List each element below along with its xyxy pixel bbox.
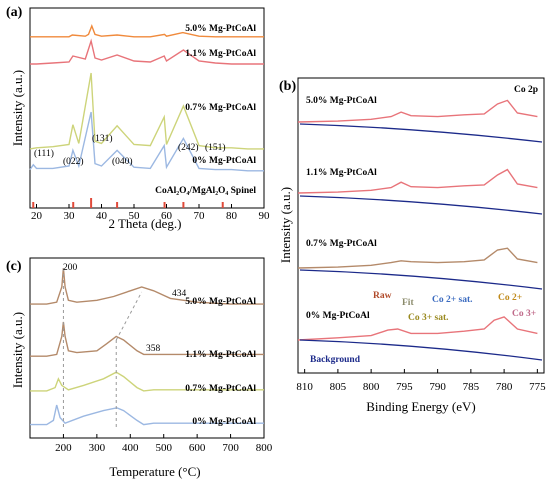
a-lines-series-line-2 [29, 72, 264, 150]
panel-a-series-label-3: 0% Mg-PtCoAl [192, 156, 256, 166]
panel-a-series-label-0: 5.0% Mg-PtCoAl [185, 24, 256, 34]
panel-b-xtick-label-0: 810 [296, 381, 313, 393]
panel-a-series-label-2: 0.7% Mg-PtCoAl [185, 103, 256, 113]
panel-b-series-group [297, 99, 543, 361]
peak-label-242: (242) [178, 142, 199, 153]
panel-a-x-ticks: 20 30 40 50 60 70 80 90 [31, 204, 270, 222]
panel-c-xtick-label-6: 800 [256, 442, 273, 454]
panel-b-series-label-1: 1.1% Mg-PtCoAl [306, 168, 377, 178]
panel-c-frame [29, 257, 265, 439]
panel-c-xtick-label-5: 700 [222, 442, 239, 454]
peak-label-200: 200 [63, 263, 78, 273]
panel-b-xtick-label-2: 800 [363, 381, 380, 393]
panel-b-xtick-label-3: 795 [396, 381, 413, 393]
panel-b-frame [297, 77, 545, 374]
panel-a-ylabel: Intensity (a.u.) [10, 70, 25, 146]
a-lines-series-line-1 [30, 38, 264, 65]
peak-label-151: (151) [205, 142, 226, 153]
panel-a-xtick-label-1: 30 [64, 210, 76, 222]
panel-c-x-ticks: 200 300 400 500 600 700 800 [55, 434, 273, 454]
annotation-co2-sat: Co 2+ sat. [432, 295, 473, 305]
a-lines-series-line-3 [29, 111, 264, 172]
panel-b: (b) Co 2p 810 805 800 795 790 785 780 775 Bindi… [278, 77, 546, 414]
background-line-0 [299, 123, 543, 143]
panel-c-xlabel: Temperature (°C) [109, 464, 200, 479]
background-line-3 [299, 339, 543, 361]
panel-c-series-label-3: 0% Mg-PtCoAl [192, 417, 256, 427]
b-lines-series-line-3 [297, 316, 538, 341]
peak-label-022: (022) [63, 156, 84, 167]
panel-a-xtick-label-5: 70 [194, 210, 206, 222]
panel-a-series-group [29, 24, 264, 172]
panel-a-series-label-1: 1.1% Mg-PtCoAl [185, 49, 256, 59]
annotation-co3-sat: Co 3+ sat. [408, 313, 449, 323]
b-lines-series-line-0 [297, 99, 538, 123]
panel-a-frame [29, 7, 265, 209]
panel-a: (a) 20 30 40 50 60 70 80 90 2 Theta (deg.) Inte… [6, 5, 270, 231]
background-line-2 [299, 269, 543, 290]
annotation-background: Background [310, 355, 361, 365]
panel-b-xtick-label-4: 790 [429, 381, 446, 393]
panel-c-xtick-label-1: 300 [89, 442, 106, 454]
panel-b-series-label-2: 0.7% Mg-PtCoAl [306, 239, 377, 249]
panel-a-xtick-label-6: 80 [226, 210, 238, 222]
panel-b-xlabel: Binding Energy (eV) [366, 399, 476, 414]
background-line-1 [299, 195, 543, 215]
panel-a-xtick-label-4: 60 [161, 210, 173, 222]
peak-label-358: 358 [146, 344, 161, 354]
panel-c: (c) 200 300 400 500 600 700 800 Temperature (°… [6, 257, 273, 479]
panel-a-xlabel: 2 Theta (deg.) [108, 216, 181, 231]
annotation-co2: Co 2+ [498, 293, 522, 303]
panel-b-xtick-label-5: 785 [463, 381, 480, 393]
panel-b-series-label-0: 5.0% Mg-PtCoAl [306, 96, 377, 106]
panel-c-series-label-0: 5.0% Mg-PtCoAl [185, 297, 256, 307]
panel-b-xtick-label-6: 780 [496, 381, 513, 393]
panel-c-series-group [30, 267, 264, 430]
c-lines-series-line-0 [30, 267, 264, 305]
panel-b-corner-label: Co 2p [514, 85, 538, 95]
panel-c-guide-434 [115, 291, 143, 341]
c-lines-series-line-2 [30, 371, 264, 392]
panel-b-label: (b) [279, 79, 296, 94]
a-lines-series-line-0 [30, 24, 264, 38]
panel-a-label: (a) [6, 5, 23, 20]
panel-c-xtick-label-2: 400 [122, 442, 139, 454]
c-lines-series-line-1 [30, 321, 264, 357]
panel-c-xtick-label-4: 600 [189, 442, 206, 454]
peak-label-111: (111) [34, 148, 54, 159]
b-lines-series-line-1 [297, 168, 538, 194]
panel-c-xtick-label-3: 500 [155, 442, 172, 454]
panel-a-xtick-label-2: 40 [96, 210, 108, 222]
panel-b-xtick-label-7: 775 [529, 381, 546, 393]
peak-label-131: (131) [92, 133, 113, 144]
panel-c-label: (c) [6, 259, 22, 274]
annotation-fit: Fit [402, 298, 414, 308]
panel-b-series-label-3: 0% Mg-PtCoAl [306, 311, 370, 321]
peak-label-434: 434 [172, 289, 187, 299]
annotation-co3: Co 3+ [512, 309, 536, 319]
panel-a-xtick-label-3: 50 [129, 210, 141, 222]
b-lines-series-line-2 [297, 247, 538, 269]
panel-b-x-ticks: 810 805 800 795 790 785 780 775 [296, 369, 546, 393]
panel-a-xtick-label-0: 20 [31, 210, 43, 222]
panel-b-ylabel: Intensity (a.u.) [278, 187, 293, 263]
c-lines-series-line-3 [30, 404, 264, 426]
annotation-raw: Raw [373, 291, 392, 301]
panel-a-reference-label: CoAl₂O₄/MgAl₂O₄ Spinel [155, 186, 256, 196]
panel-a-xtick-label-7: 90 [259, 210, 271, 222]
panel-c-series-label-2: 0.7% Mg-PtCoAl [185, 384, 256, 394]
panel-a-reference-lines [32, 198, 224, 208]
panel-c-series-label-1: 1.1% Mg-PtCoAl [185, 350, 256, 360]
panel-b-xtick-label-1: 805 [330, 381, 347, 393]
panel-c-xtick-label-0: 200 [55, 442, 72, 454]
panel-c-ylabel: Intensity (a.u.) [10, 312, 25, 388]
peak-label-040: (040) [112, 156, 133, 167]
